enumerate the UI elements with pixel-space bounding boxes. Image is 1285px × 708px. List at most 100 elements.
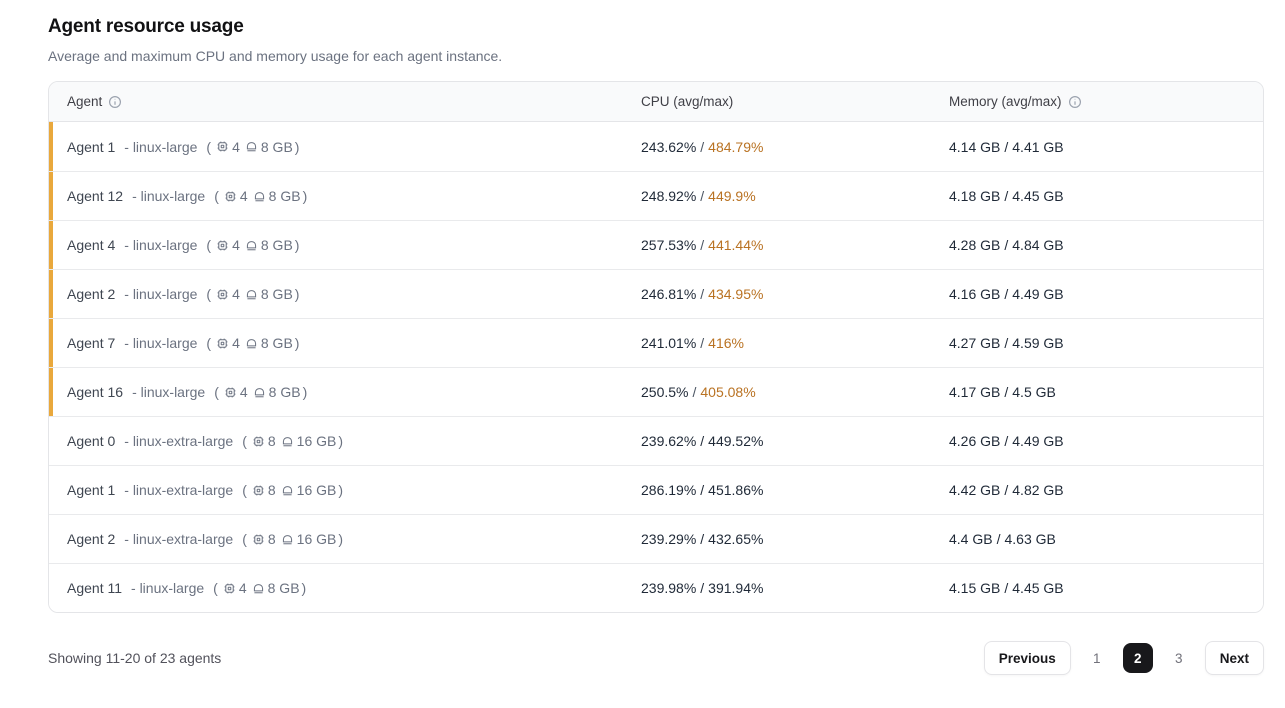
memory-ram-icon bbox=[253, 190, 266, 203]
agent-cell: Agent 1 - linux-large ( 4 bbox=[49, 139, 641, 155]
agent-specs: ( 4 8 GB ) bbox=[214, 188, 307, 204]
memory-ram-icon bbox=[245, 288, 258, 301]
table-row: Agent 2 - linux-large ( 4 bbox=[49, 269, 1263, 318]
memory-usage-cell: 4.15 GB/4.45 GB bbox=[949, 580, 1263, 596]
memory-max-value: 4.41 GB bbox=[1012, 138, 1064, 155]
agent-info-icon[interactable] bbox=[108, 95, 122, 109]
cpu-chip-icon bbox=[216, 239, 229, 252]
agent-cell: Agent 12 - linux-large ( 4 bbox=[49, 188, 641, 204]
spec-open-paren: ( bbox=[242, 482, 247, 498]
table-row: Agent 1 - linux-large ( 4 bbox=[49, 122, 1263, 171]
cpu-max-value: 391.94% bbox=[708, 580, 764, 596]
memory-avg-value: 4.42 GB bbox=[949, 482, 1001, 498]
cpu-max-value: 484.79% bbox=[708, 138, 764, 155]
page-1-button[interactable]: 1 bbox=[1082, 643, 1112, 673]
cpu-chip-icon bbox=[216, 288, 229, 301]
value-separator: / bbox=[700, 580, 705, 596]
memory-usage-cell: 4.42 GB/4.82 GB bbox=[949, 482, 1263, 498]
spec-close-paren: ) bbox=[294, 286, 300, 302]
spec-cpu-count: 4 bbox=[239, 188, 248, 204]
memory-usage-cell: 4.27 GB/4.59 GB bbox=[949, 335, 1263, 351]
table-body: Agent 1 - linux-large ( 4 bbox=[49, 122, 1263, 612]
agent-instance-type: - linux-extra-large bbox=[124, 482, 234, 498]
previous-button[interactable]: Previous bbox=[983, 641, 1071, 675]
spec-close-paren: ) bbox=[338, 531, 344, 547]
cpu-max-value: 405.08% bbox=[700, 384, 756, 400]
agent-specs: ( 8 16 GB ) bbox=[242, 433, 343, 449]
agent-specs: ( 4 8 GB ) bbox=[213, 580, 306, 596]
cpu-usage-cell: 239.29%/432.65% bbox=[641, 531, 949, 547]
agent-instance-type: - linux-large bbox=[124, 138, 198, 155]
agent-cell: Agent 2 - linux-extra-large ( 8 bbox=[49, 531, 641, 547]
cpu-max-value: 434.95% bbox=[708, 286, 764, 302]
memory-ram-icon bbox=[281, 484, 294, 497]
agent-instance-type: - linux-large bbox=[124, 286, 198, 302]
cpu-avg-value: 241.01% bbox=[641, 335, 697, 351]
memory-avg-value: 4.17 GB bbox=[949, 384, 1001, 400]
cpu-avg-value: 239.29% bbox=[641, 531, 697, 547]
cpu-usage-cell: 250.5%/405.08% bbox=[641, 384, 949, 400]
spec-open-paren: ( bbox=[206, 286, 212, 302]
memory-usage-cell: 4.26 GB/4.49 GB bbox=[949, 433, 1263, 449]
memory-column-label: Memory (avg/max) bbox=[949, 94, 1062, 109]
cpu-avg-value: 239.62% bbox=[641, 433, 697, 449]
memory-max-value: 4.45 GB bbox=[1012, 188, 1064, 204]
agent-instance-type: - linux-large bbox=[131, 580, 205, 596]
spec-cpu-count: 4 bbox=[238, 580, 247, 596]
value-separator: / bbox=[700, 531, 705, 547]
cpu-chip-icon bbox=[223, 582, 236, 595]
spec-memory-size: 8 GB bbox=[260, 335, 293, 351]
value-separator: / bbox=[700, 335, 705, 351]
page-2-button[interactable]: 2 bbox=[1122, 643, 1153, 673]
memory-avg-value: 4.4 GB bbox=[949, 531, 993, 547]
memory-ram-icon bbox=[245, 337, 258, 350]
cpu-usage-cell: 243.62%/484.79% bbox=[641, 139, 949, 155]
memory-avg-value: 4.14 GB bbox=[949, 138, 1001, 155]
value-separator: / bbox=[996, 531, 1001, 547]
memory-usage-cell: 4.16 GB/4.49 GB bbox=[949, 286, 1263, 302]
table-row: Agent 4 - linux-large ( 4 bbox=[49, 220, 1263, 269]
cpu-avg-value: 243.62% bbox=[641, 138, 697, 155]
agent-name: Agent 4 bbox=[67, 237, 116, 253]
agent-cell: Agent 16 - linux-large ( 4 bbox=[49, 384, 641, 400]
value-separator: / bbox=[700, 433, 705, 449]
spec-close-paren: ) bbox=[301, 580, 307, 596]
agent-specs: ( 8 16 GB ) bbox=[242, 531, 343, 547]
spec-close-paren: ) bbox=[294, 138, 300, 155]
spec-open-paren: ( bbox=[206, 335, 212, 351]
table-row: Agent 7 - linux-large ( 4 bbox=[49, 318, 1263, 367]
memory-max-value: 4.5 GB bbox=[1012, 384, 1056, 400]
cpu-avg-value: 250.5% bbox=[641, 384, 689, 400]
cpu-avg-value: 246.81% bbox=[641, 286, 697, 302]
cpu-chip-icon bbox=[252, 484, 265, 497]
agent-name: Agent 1 bbox=[67, 482, 116, 498]
agent-instance-type: - linux-large bbox=[132, 384, 206, 400]
showing-count: Showing 11-20 of 23 agents bbox=[48, 650, 222, 666]
agent-specs: ( 4 8 GB ) bbox=[214, 384, 307, 400]
spec-open-paren: ( bbox=[214, 384, 219, 400]
cpu-chip-icon bbox=[216, 140, 229, 153]
value-separator: / bbox=[1004, 138, 1009, 155]
value-separator: / bbox=[1004, 482, 1009, 498]
cpu-max-value: 449.52% bbox=[708, 433, 764, 449]
memory-max-value: 4.82 GB bbox=[1012, 482, 1064, 498]
agent-specs: ( 4 8 GB ) bbox=[206, 139, 299, 155]
agent-name: Agent 1 bbox=[67, 138, 116, 155]
spec-cpu-count: 4 bbox=[232, 237, 240, 253]
agent-column-label: Agent bbox=[67, 94, 103, 109]
spec-open-paren: ( bbox=[214, 188, 219, 204]
cpu-avg-value: 239.98% bbox=[641, 580, 697, 596]
memory-ram-icon bbox=[281, 533, 294, 546]
cpu-usage-cell: 286.19%/451.86% bbox=[641, 482, 949, 498]
table-row: Agent 1 - linux-extra-large ( 8 bbox=[49, 465, 1263, 514]
cpu-chip-icon bbox=[224, 190, 237, 203]
spec-close-paren: ) bbox=[302, 384, 308, 400]
cpu-usage-cell: 239.62%/449.52% bbox=[641, 433, 949, 449]
memory-info-icon[interactable] bbox=[1068, 95, 1082, 109]
spec-cpu-count: 8 bbox=[267, 531, 276, 547]
agent-cell: Agent 0 - linux-extra-large ( 8 bbox=[49, 433, 641, 449]
page-3-button[interactable]: 3 bbox=[1164, 643, 1194, 673]
next-button[interactable]: Next bbox=[1204, 641, 1264, 675]
spec-close-paren: ) bbox=[338, 433, 344, 449]
cpu-max-value: 449.9% bbox=[708, 188, 756, 204]
